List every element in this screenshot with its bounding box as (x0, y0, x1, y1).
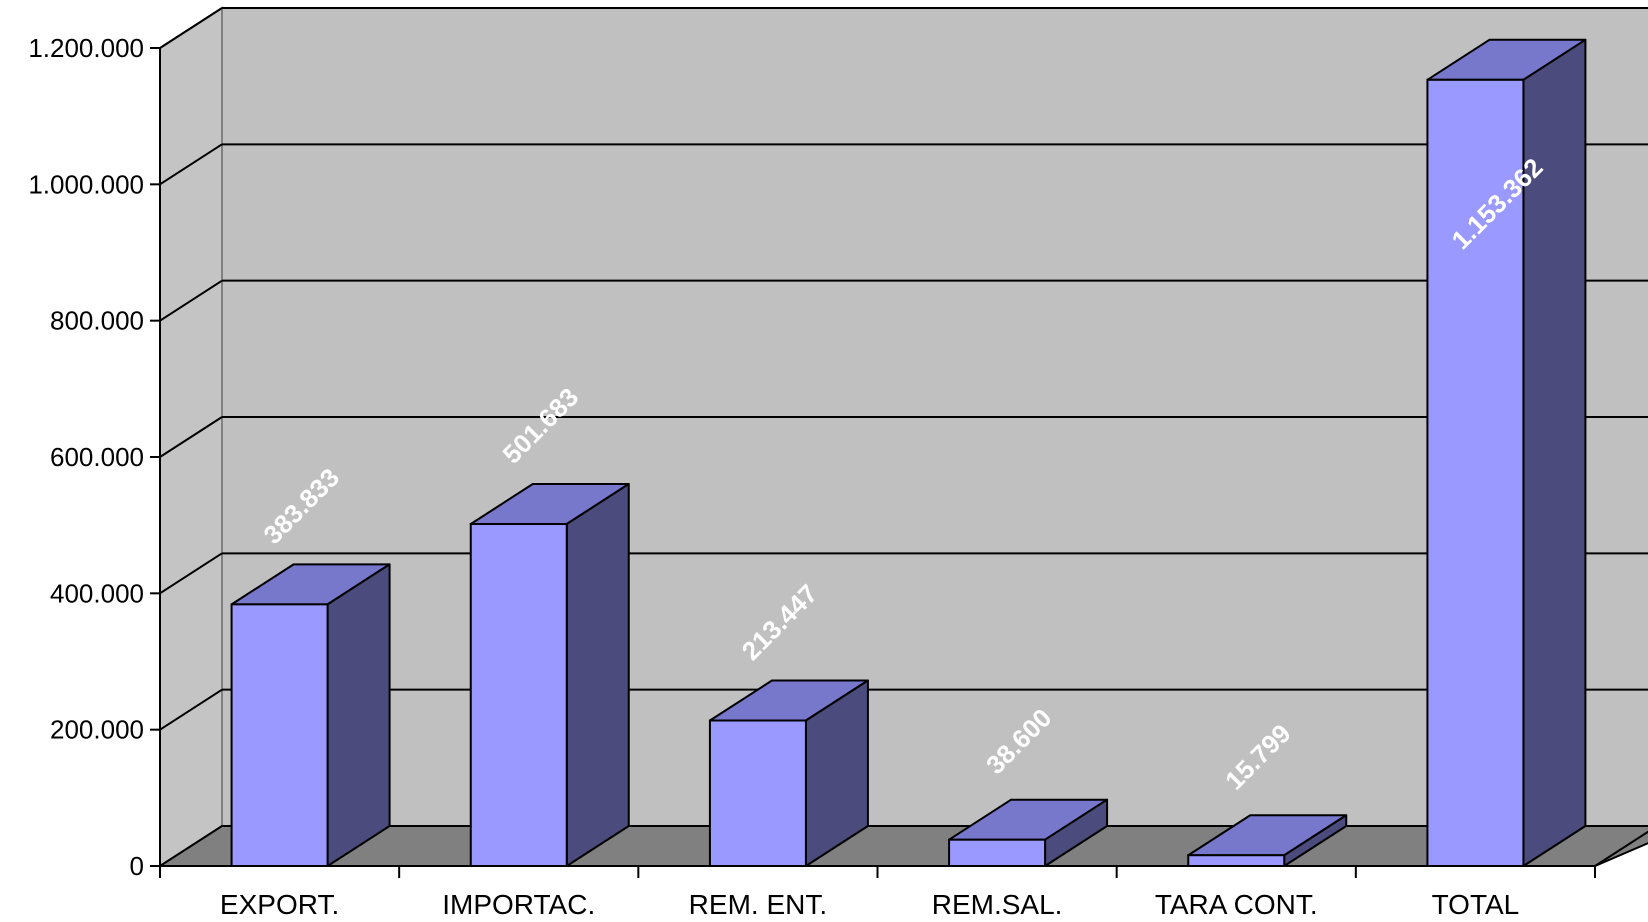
gridline-depth (159, 279, 223, 322)
bar-front (1187, 854, 1286, 867)
y-tick-label: 600.000 (50, 442, 144, 472)
y-tick-label: 400.000 (50, 578, 144, 608)
bar-front (948, 838, 1047, 868)
x-tick-label: TOTAL (1432, 889, 1520, 920)
gridline-depth (159, 143, 223, 186)
bar-front (469, 523, 568, 867)
bar-front (708, 719, 807, 868)
y-tick-label: 200.000 (50, 715, 144, 745)
x-tick-label: REM.SAL. (932, 889, 1063, 920)
bar-front (1426, 78, 1525, 868)
floor (156, 825, 1648, 867)
y-tick-label: 0 (130, 851, 144, 881)
y-tick-label: 1.200.000 (28, 33, 144, 63)
gridline-depth (159, 688, 223, 731)
y-tick-label: 800.000 (50, 306, 144, 336)
x-tick-label: REM. ENT. (689, 889, 827, 920)
bar (469, 483, 630, 867)
y-tick-label: 1.000.000 (28, 169, 144, 199)
bar (1426, 38, 1587, 868)
x-axis-depth-edge (1594, 830, 1648, 867)
axes: 0 200.000 400.000 600.000 800.000 1.000.000 1.… (28, 33, 1648, 920)
bars (230, 38, 1587, 868)
bar-side (565, 483, 630, 867)
gridline-depth (159, 7, 223, 49)
bar (230, 563, 391, 867)
x-tick-label: TARA CONT. (1155, 889, 1318, 920)
bar (1187, 814, 1348, 867)
bar (708, 679, 869, 868)
bar-side (326, 563, 391, 867)
gridline-depth (159, 552, 223, 595)
x-tick-label: EXPORT. (220, 889, 339, 920)
gridline-depth (159, 416, 223, 458)
x-tick-label: IMPORTAC. (442, 889, 595, 920)
bar (948, 798, 1109, 868)
bar-front (230, 603, 329, 867)
